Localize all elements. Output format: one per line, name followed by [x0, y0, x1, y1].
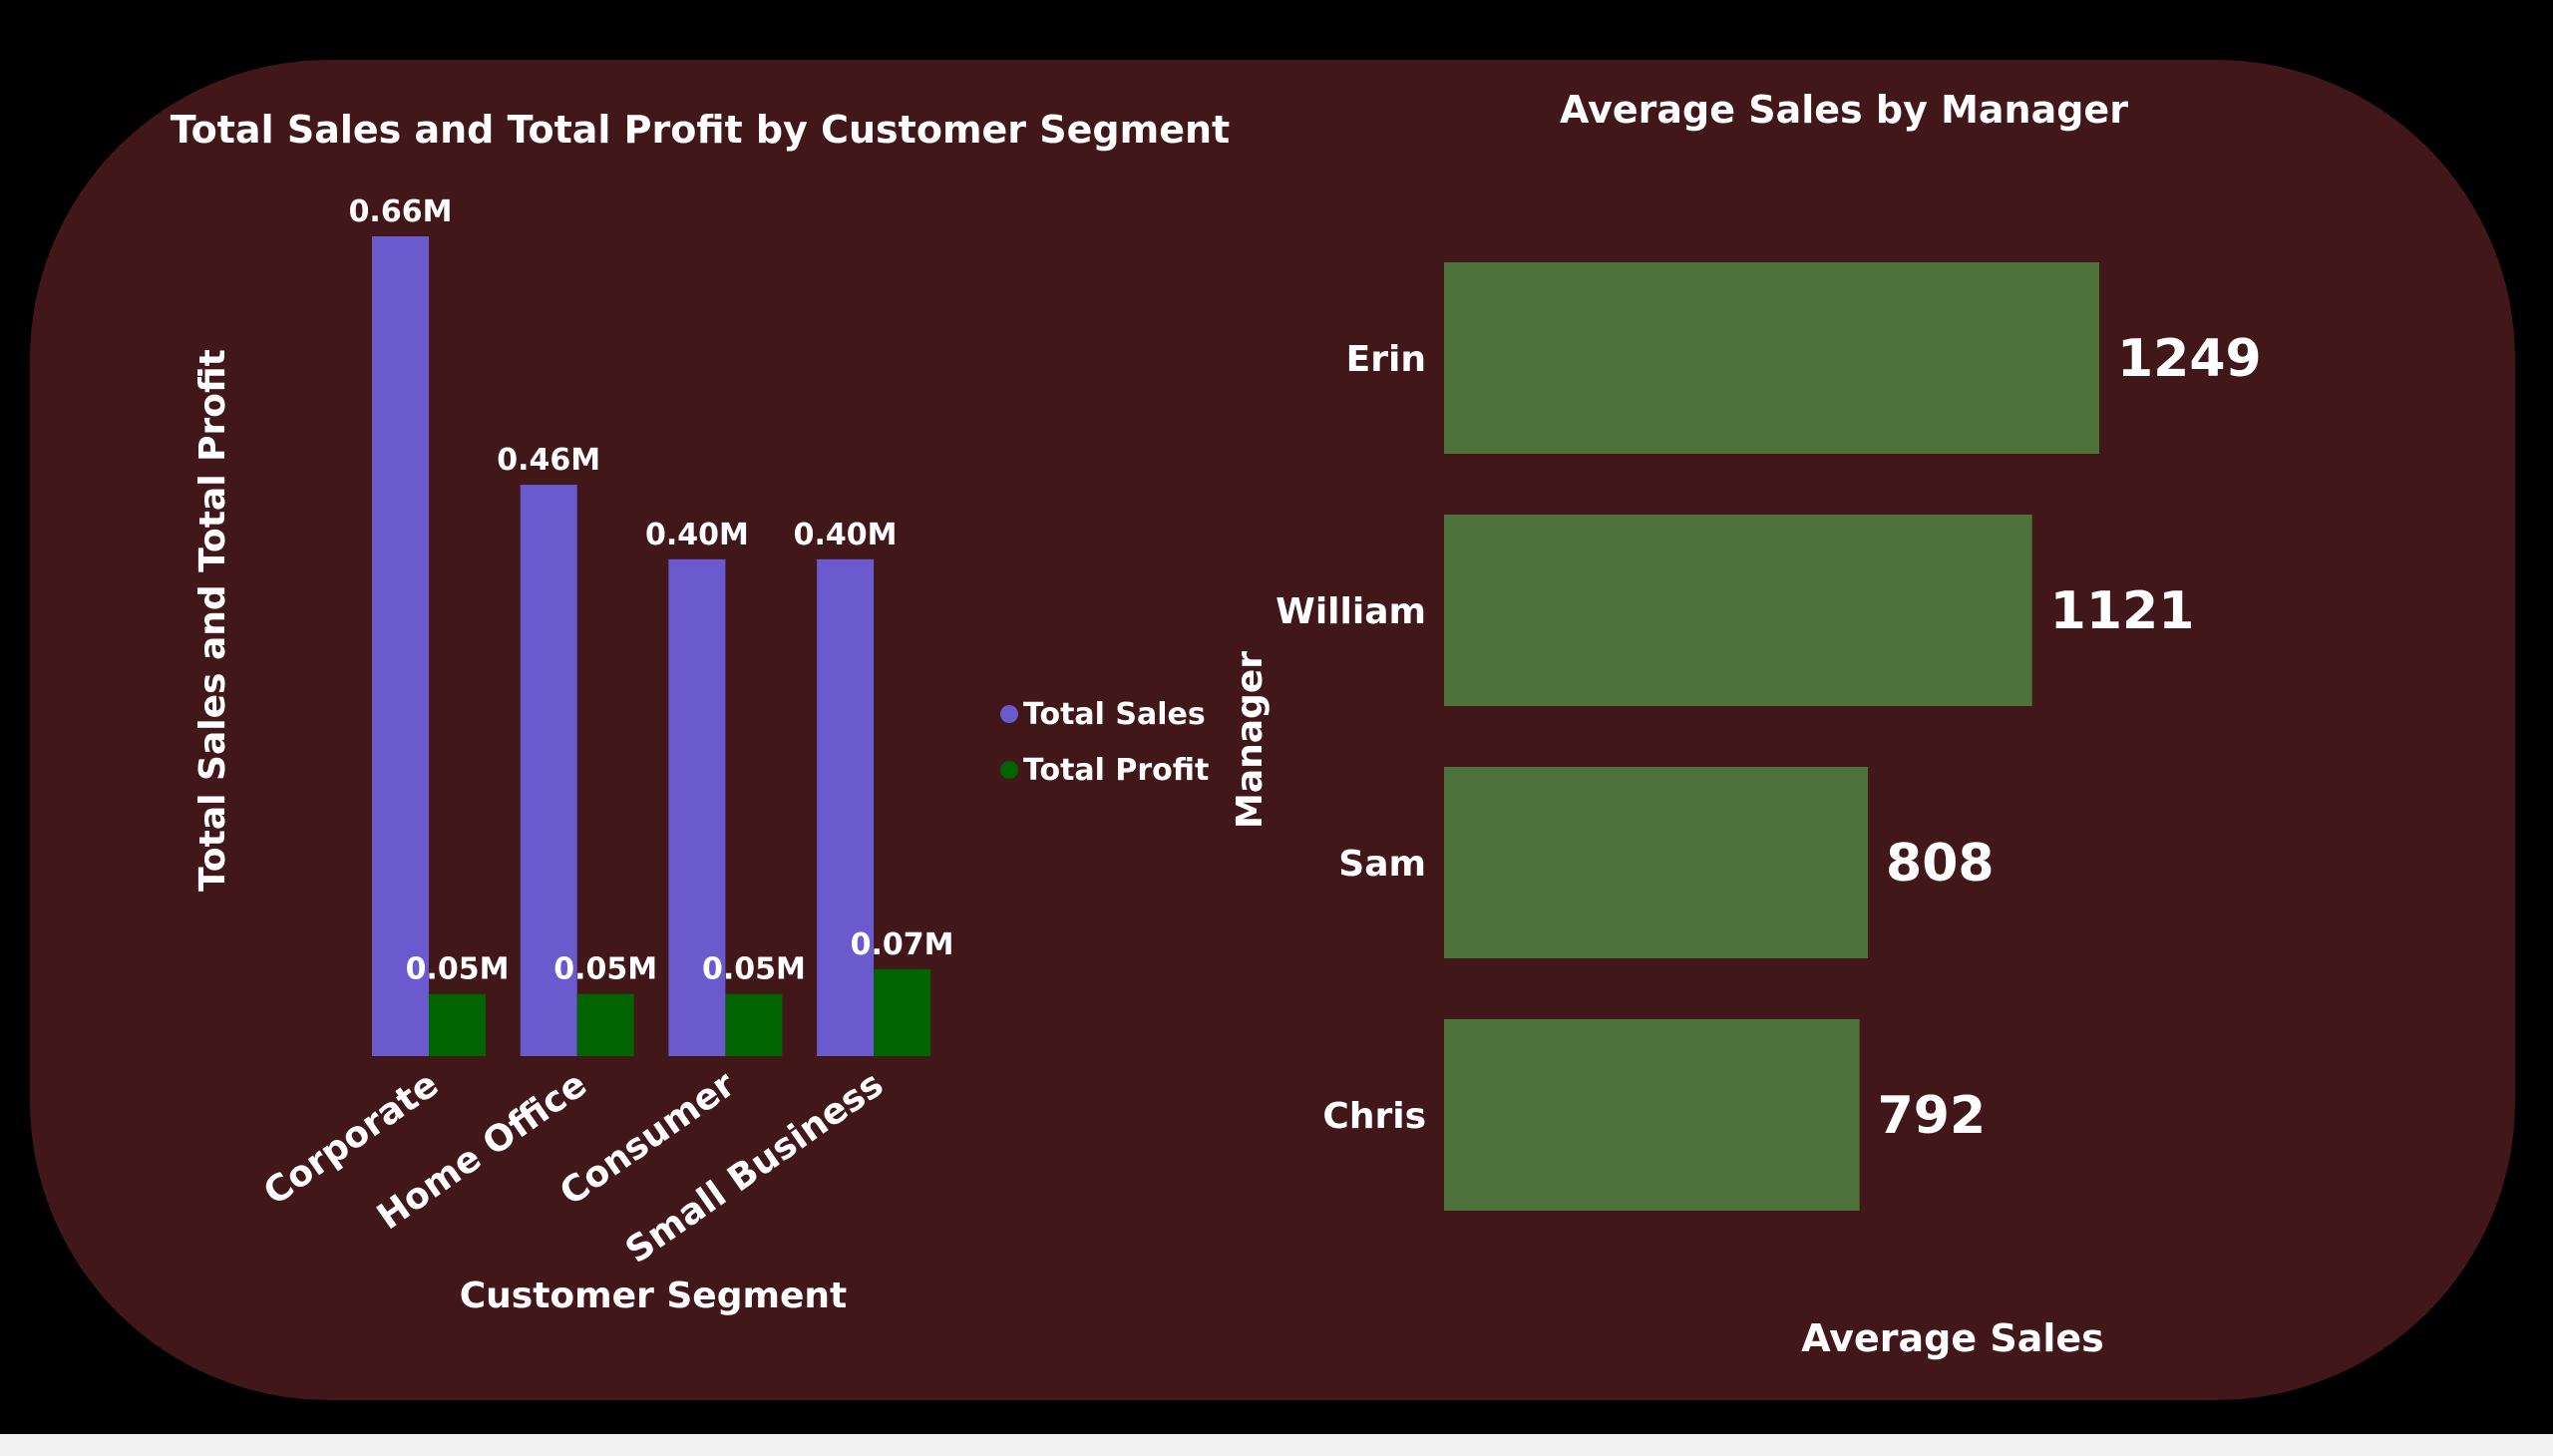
tick-manager-william: William [1276, 591, 1426, 632]
manager-chart-xlabel: Average Sales [1801, 1316, 2104, 1360]
label-avg-sales-william: 1121 [2050, 581, 2195, 641]
label-total-profit-consumer: 0.05M [702, 952, 806, 987]
label-total-profit-corporate: 0.05M [406, 952, 510, 987]
segment-chart-ylabel: Total Sales and Total Profit [192, 349, 233, 892]
label-total-sales-corporate: 0.66M [349, 194, 453, 229]
bar-avg-sales-sam [1444, 767, 1869, 958]
bar-total-profit-home-office [576, 993, 634, 1056]
bar-total-profit-consumer [725, 993, 783, 1056]
dashboard-panel [30, 60, 2515, 1400]
bar-total-profit-small-business [874, 968, 931, 1056]
tick-manager-chris: Chris [1322, 1096, 1426, 1137]
bar-total-sales-home-office [520, 485, 577, 1056]
manager-chart-marks: 1249 Erin 1121 William 808 Sam 792 Chris [1276, 262, 2262, 1211]
bottom-strip [0, 1434, 2553, 1456]
label-total-sales-small-business: 0.40M [794, 518, 898, 552]
tick-small-business: Small Business [618, 1064, 891, 1272]
manager-chart-title: Average Sales by Manager [1560, 88, 2128, 132]
legend-total-profit-marker [1000, 761, 1018, 779]
bar-total-profit-corporate [429, 993, 486, 1056]
segment-chart-legend: Total Sales Total Profit [1000, 697, 1209, 788]
label-total-profit-small-business: 0.07M [851, 927, 954, 962]
legend-total-profit: Total Profit [1023, 753, 1209, 788]
bar-avg-sales-erin [1444, 262, 2099, 454]
legend-total-sales: Total Sales [1023, 697, 1206, 732]
label-total-sales-consumer: 0.40M [645, 518, 749, 552]
tick-manager-sam: Sam [1338, 844, 1426, 885]
label-avg-sales-sam: 808 [1886, 834, 1995, 894]
segment-chart-title: Total Sales and Total Profit by Customer… [171, 108, 1230, 152]
bar-total-sales-small-business [817, 558, 875, 1056]
label-avg-sales-chris: 792 [1878, 1086, 1987, 1146]
label-total-sales-home-office: 0.46M [497, 443, 600, 478]
bar-avg-sales-chris [1444, 1019, 1860, 1211]
bar-avg-sales-william [1444, 515, 2032, 706]
legend-total-sales-marker [1000, 705, 1018, 723]
bar-total-sales-corporate [372, 236, 429, 1056]
segment-chart-xlabel: Customer Segment [460, 1275, 848, 1316]
tick-manager-erin: Erin [1346, 339, 1426, 380]
label-total-profit-home-office: 0.05M [553, 952, 657, 987]
label-avg-sales-erin: 1249 [2117, 329, 2262, 389]
manager-chart-ylabel: Manager [1230, 651, 1271, 829]
bar-total-sales-consumer [668, 558, 726, 1056]
